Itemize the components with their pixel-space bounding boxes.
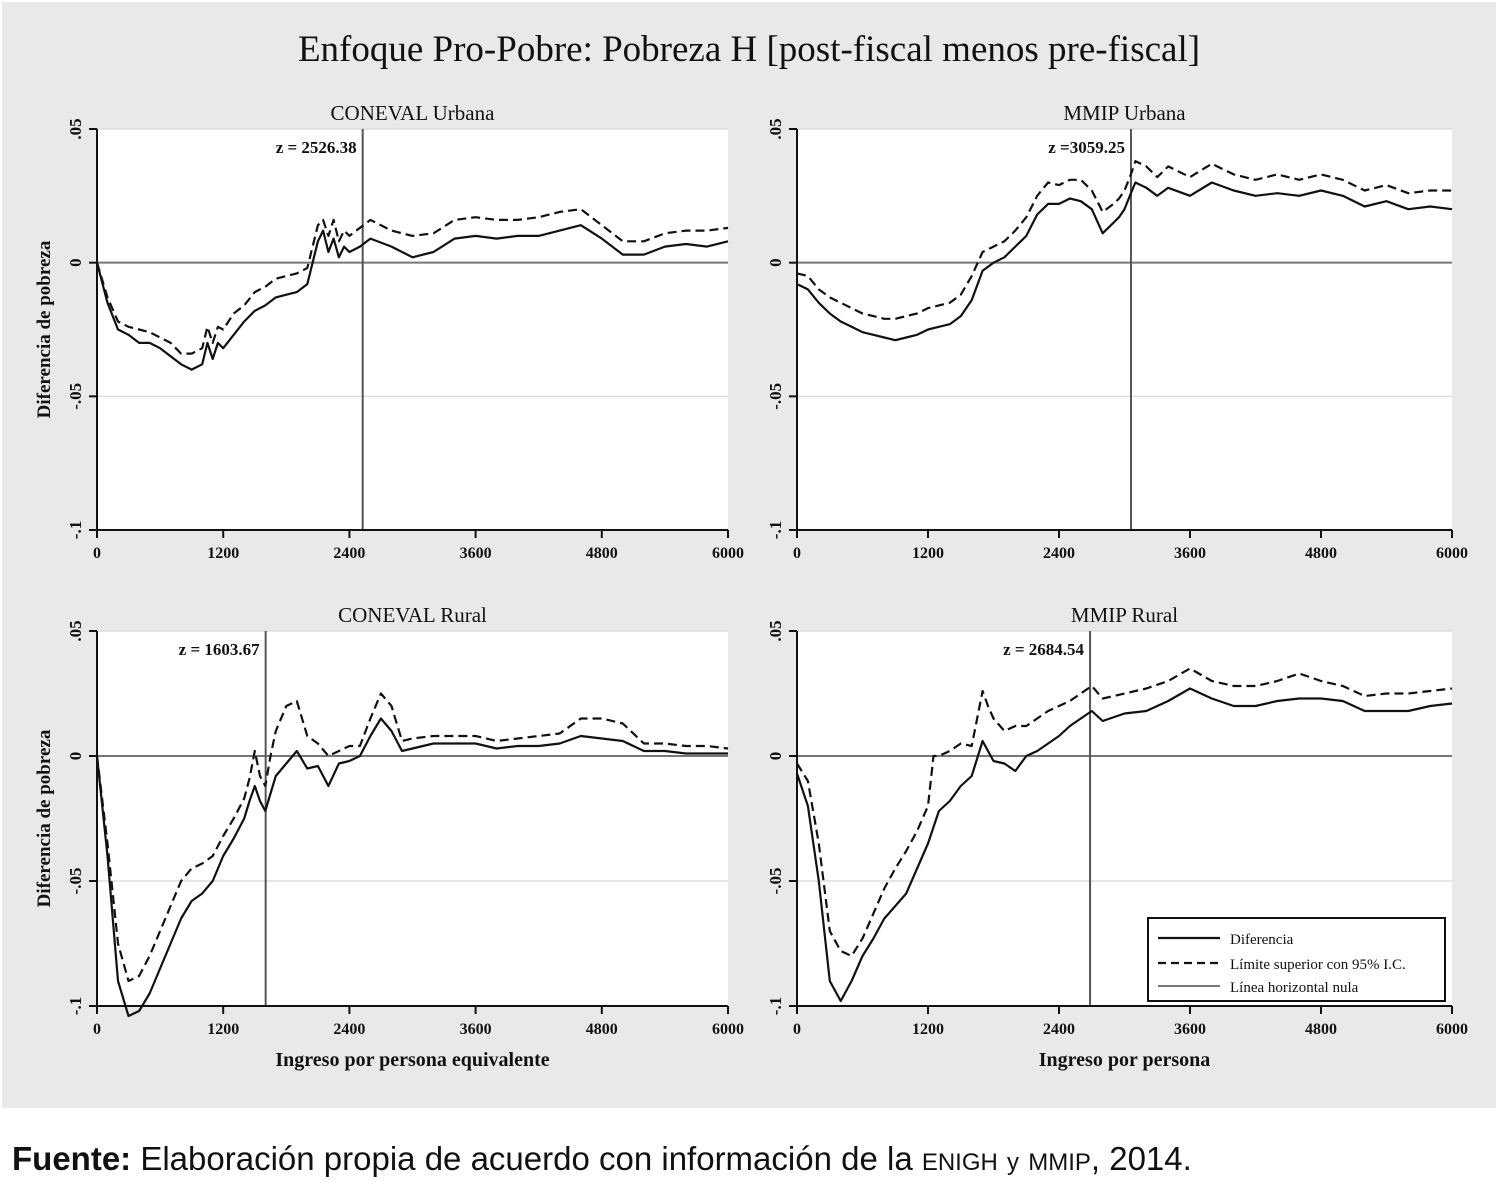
caption-label: Fuente: xyxy=(12,1140,132,1177)
threshold-label: z = 2684.54 xyxy=(1003,640,1084,659)
caption-year: , 2014. xyxy=(1090,1140,1192,1177)
x-tick-label: 1200 xyxy=(207,545,239,562)
x-tick-label: 0 xyxy=(93,545,101,562)
y-tick-label: -.1 xyxy=(66,521,85,539)
x-tick-label: 6000 xyxy=(1436,545,1468,562)
y-tick-label: -.1 xyxy=(766,521,785,539)
plot-area xyxy=(97,631,728,1006)
chart-coneval-rural: z = 1603.67 0 1200 2400 3600 4800 6000 -.1 -.05 0… xyxy=(34,603,744,1071)
legend-label-linea: Línea horizontal nula xyxy=(1230,980,1359,996)
threshold-label: z = 2526.38 xyxy=(276,138,357,157)
x-tick-label: 3600 xyxy=(460,1021,492,1038)
x-tick-label: 3600 xyxy=(1174,545,1206,562)
subplot-title: MMIP Urbana xyxy=(1063,101,1186,125)
x-tick-label: 1200 xyxy=(912,1021,944,1038)
chart-mmip-urbana: z =3059.25 0 1200 2400 3600 4800 6000 -.1 -.05 0.… xyxy=(766,101,1468,562)
caption-enigh: ENIGH xyxy=(921,1149,998,1176)
x-tick-label: 3600 xyxy=(460,545,492,562)
subplot-title: CONEVAL Rural xyxy=(338,603,487,627)
x-tick-label: 2400 xyxy=(333,545,365,562)
x-tick-label: 6000 xyxy=(1436,1021,1468,1038)
y-tick-label: .05 xyxy=(66,620,85,641)
y-tick-label: 0 xyxy=(766,258,785,267)
x-axis-label: Ingreso por persona xyxy=(1039,1049,1211,1071)
x-tick-label: 4800 xyxy=(586,1021,618,1038)
y-tick-label: 0 xyxy=(766,752,785,761)
y-tick-label: .05 xyxy=(766,118,785,139)
x-axis-label: Ingreso por persona equivalente xyxy=(275,1049,549,1071)
x-tick-label: 2400 xyxy=(1043,1021,1075,1038)
x-tick-label: 4800 xyxy=(1305,1021,1337,1038)
series-line-diferencia xyxy=(796,181,1453,342)
y-tick-label: -.05 xyxy=(66,383,85,410)
subplot-title: MMIP Rural xyxy=(1071,603,1178,627)
x-tick-label: 0 xyxy=(93,1021,101,1038)
y-tick-label: .05 xyxy=(66,118,85,139)
x-tick-label: 2400 xyxy=(1043,545,1075,562)
figure-panel: Enfoque Pro-Pobre: Pobreza H [post-fisca… xyxy=(2,2,1496,1108)
legend-label-limite: Límite superior con 95% I.C. xyxy=(1230,957,1406,973)
y-tick-label: -.05 xyxy=(766,383,785,410)
x-tick-label: 1200 xyxy=(207,1021,239,1038)
x-tick-label: 2400 xyxy=(333,1021,365,1038)
y-tick-label: -.1 xyxy=(66,997,85,1015)
chart-coneval-urbana: z = 2526.38 0 1200 2400 3600 4800 6000 -.1 -.05 0… xyxy=(34,101,744,562)
series-line-diferencia xyxy=(795,687,1453,1003)
figure-title: Enfoque Pro-Pobre: Pobreza H [post-fisca… xyxy=(297,29,1201,70)
x-tick-label: 4800 xyxy=(1305,545,1337,562)
series-line-limite-superior xyxy=(95,692,729,983)
y-tick-label: -.05 xyxy=(766,868,785,895)
y-tick-label: -.05 xyxy=(66,868,85,895)
x-tick-label: 0 xyxy=(793,1021,801,1038)
series-line-diferencia xyxy=(95,717,728,1018)
threshold-label: z =3059.25 xyxy=(1048,138,1125,157)
threshold-label: z = 1603.67 xyxy=(179,640,260,659)
y-tick-label: 0 xyxy=(66,258,85,267)
y-tick-label: 0 xyxy=(66,752,85,761)
caption-text: Elaboración propia de acuerdo con inform… xyxy=(140,1140,913,1177)
x-tick-label: 1200 xyxy=(912,545,944,562)
y-axis-label: Diferencia de pobreza xyxy=(34,729,55,907)
legend-box xyxy=(1147,917,1446,1002)
series-line-diferencia xyxy=(95,224,729,371)
x-tick-label: 0 xyxy=(793,545,801,562)
caption-conj: y xyxy=(1007,1149,1020,1176)
caption-mmip: MMIP xyxy=(1028,1149,1091,1176)
x-tick-label: 6000 xyxy=(712,1021,744,1038)
x-tick-label: 3600 xyxy=(1174,1021,1206,1038)
series-line-limite-superior xyxy=(796,667,1453,958)
x-tick-label: 6000 xyxy=(712,545,744,562)
y-tick-label: .05 xyxy=(766,620,785,641)
series-line-limite-superior xyxy=(796,160,1452,320)
y-axis-label: Diferencia de pobreza xyxy=(34,240,55,418)
subplot-title: CONEVAL Urbana xyxy=(331,101,496,125)
source-caption: Fuente: Elaboración propia de acuerdo co… xyxy=(12,1140,1192,1178)
x-tick-label: 4800 xyxy=(586,545,618,562)
legend-label-diferencia: Diferencia xyxy=(1230,932,1294,948)
series-line-limite-superior xyxy=(95,208,729,355)
y-tick-label: -.1 xyxy=(766,997,785,1015)
plot-area xyxy=(97,129,728,530)
legend: Diferencia Límite superior con 95% I.C. … xyxy=(1147,917,1446,1002)
